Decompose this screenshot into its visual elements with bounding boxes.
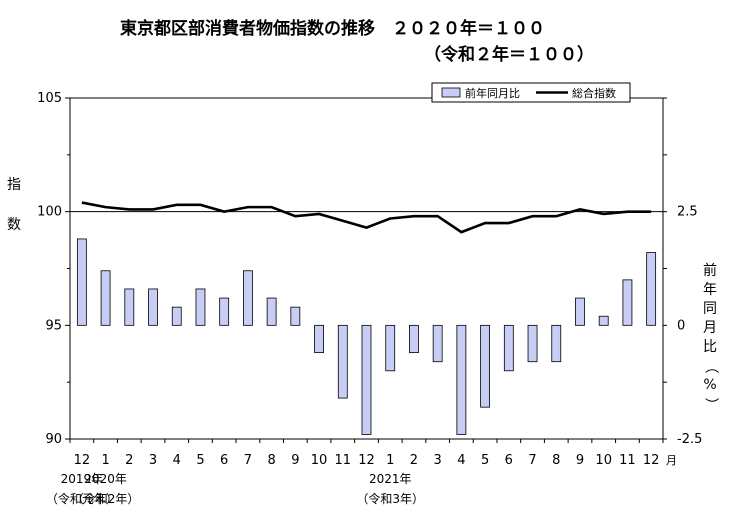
bar <box>503 324 514 372</box>
legend-box <box>431 82 631 103</box>
x-tick-label: 5 <box>481 453 489 468</box>
left-tick-label: 95 <box>45 318 62 333</box>
x-tick-label: 3 <box>434 453 442 468</box>
bar <box>598 315 609 326</box>
x-tick-label: 7 <box>244 453 252 468</box>
x-tick-label: 12 <box>74 453 91 468</box>
left-tick-label: 90 <box>45 432 62 447</box>
x-unit-label: 月 <box>666 454 677 467</box>
legend-bar-label: 前年同月比 <box>465 86 520 100</box>
era-label: （令和3年） <box>356 492 425 506</box>
bar <box>646 252 657 326</box>
bar <box>385 324 396 372</box>
left-tick-label: 100 <box>37 205 62 220</box>
bar <box>266 297 277 326</box>
x-tick-label: 8 <box>552 453 560 468</box>
era-label: （令和2年） <box>71 492 140 506</box>
x-tick-label: 1 <box>101 453 109 468</box>
bar <box>456 324 467 435</box>
x-tick-label: 4 <box>173 453 181 468</box>
x-tick-label: 10 <box>311 453 328 468</box>
era-label: （令和元年） <box>45 492 118 506</box>
x-tick-label: 1 <box>386 453 394 468</box>
bar <box>171 306 182 326</box>
right-tick-label: -2.5 <box>677 432 702 447</box>
x-tick-label: 5 <box>196 453 204 468</box>
x-tick-label: 10 <box>595 453 612 468</box>
bar <box>622 279 633 326</box>
x-tick-label: 9 <box>576 453 584 468</box>
bar <box>124 288 135 326</box>
x-tick-label: 11 <box>335 453 352 468</box>
bar <box>148 288 158 326</box>
chart-title: 東京都区部消費者物価指数の推移 ２０２０年＝１００ <box>120 19 545 39</box>
bar <box>76 238 87 326</box>
x-tick-label: 8 <box>267 453 275 468</box>
bar <box>527 324 538 363</box>
bar <box>575 297 585 326</box>
year-label: 2020年 <box>84 472 127 486</box>
bar <box>551 324 562 363</box>
bar <box>100 270 111 326</box>
bar <box>242 270 253 326</box>
x-tick-label: 4 <box>457 453 465 468</box>
year-label: 2021年 <box>368 472 412 486</box>
bar <box>290 306 301 326</box>
chart-subtitle: （令和２年＝１００） <box>424 45 594 65</box>
right-axis-label: 前年同月比（%） <box>702 263 719 412</box>
x-tick-label: 2 <box>410 453 418 468</box>
x-tick-label: 2 <box>125 453 133 468</box>
legend-line-label: 総合指数 <box>572 86 616 100</box>
legend-bar-swatch <box>441 87 461 98</box>
year-label: 2019年 <box>60 472 104 486</box>
bar <box>314 324 324 354</box>
x-tick-label: 12 <box>643 453 660 468</box>
bar <box>480 324 491 408</box>
left-axis-label: 指数 <box>7 177 21 233</box>
x-tick-label: 11 <box>619 453 636 468</box>
x-tick-label: 12 <box>358 453 375 468</box>
right-tick-label: 0 <box>677 318 685 333</box>
x-tick-label: 9 <box>291 453 299 468</box>
bar <box>409 324 419 354</box>
index-line <box>81 201 652 234</box>
x-tick-label: 7 <box>528 453 536 468</box>
left-tick-label: 105 <box>37 91 62 106</box>
x-tick-label: 3 <box>149 453 157 468</box>
x-tick-label: 6 <box>505 453 513 468</box>
bar <box>432 324 443 363</box>
bar <box>195 288 206 326</box>
bar <box>361 324 372 435</box>
bar <box>337 324 348 399</box>
right-tick-label: 2.5 <box>677 205 698 220</box>
x-tick-label: 6 <box>220 453 228 468</box>
bar <box>219 297 230 326</box>
